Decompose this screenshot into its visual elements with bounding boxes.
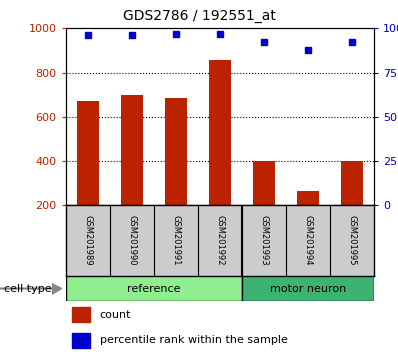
Text: percentile rank within the sample: percentile rank within the sample [100,335,287,345]
Text: motor neuron: motor neuron [270,284,346,293]
Bar [253,161,275,205]
Text: cell type: cell type [4,284,52,293]
Bar [121,95,143,205]
Text: GSM201989: GSM201989 [83,215,92,266]
Bar [297,191,319,205]
Polygon shape [52,284,61,294]
Text: GSM201991: GSM201991 [171,216,180,266]
Bar [165,98,187,205]
Bar [77,101,99,205]
Text: GDS2786 / 192551_at: GDS2786 / 192551_at [123,9,275,23]
Text: GSM201993: GSM201993 [259,215,269,266]
Bar [341,161,363,205]
Text: reference: reference [127,284,181,293]
Text: count: count [100,310,131,320]
Text: GSM201995: GSM201995 [347,216,357,266]
Text: GSM201994: GSM201994 [304,216,312,266]
Text: GSM201992: GSM201992 [215,216,224,266]
Text: GSM201990: GSM201990 [127,216,136,266]
Bar [242,276,374,301]
Bar [72,333,90,348]
Bar [72,307,90,322]
Bar [66,276,242,301]
Bar [209,61,231,205]
